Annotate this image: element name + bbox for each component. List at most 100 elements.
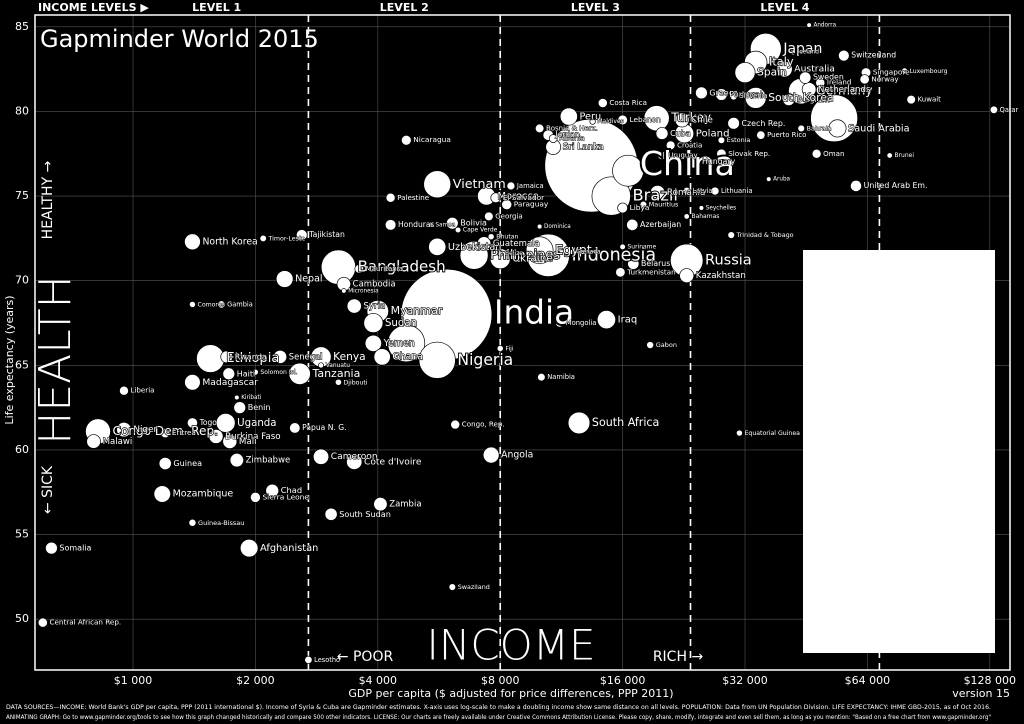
country-label: Bangladesh: [358, 258, 446, 276]
sources-line: ANIMATING GRAPH: Go to www.gapminder.org…: [6, 714, 991, 721]
country-label: Dominica: [544, 224, 571, 230]
bubble: [534, 123, 545, 134]
bubble: [828, 119, 847, 138]
bubble: [208, 428, 224, 444]
y-tick-label: 65: [15, 358, 29, 371]
bubble: [679, 268, 695, 284]
country-label: Aruba: [773, 177, 790, 183]
level-label: LEVEL 3: [571, 1, 620, 14]
bubble: [320, 249, 356, 285]
country-label: Timor-Leste: [268, 235, 306, 242]
country-label: China: [640, 144, 735, 183]
country-label: Uruguay: [668, 151, 697, 159]
bubble: [989, 105, 999, 114]
country-label: United Arab Em.: [864, 181, 928, 190]
country-label: Germany: [816, 84, 873, 98]
country-label: South Korea: [768, 91, 833, 104]
bubble: [428, 237, 447, 256]
bubble: [446, 216, 459, 230]
bubble: [537, 372, 546, 382]
bubble: [790, 49, 797, 56]
bubble: [119, 385, 129, 396]
bubble: [288, 362, 311, 385]
bubble: [482, 446, 500, 464]
bubble: [476, 236, 492, 251]
country-label: Kenya: [333, 351, 365, 363]
sources-line: DATA SOURCES—INCOME: World Bank's GDP pe…: [6, 704, 991, 711]
rich-note: RICH →: [653, 649, 704, 665]
income-levels: INCOME LEVELS ▶: [38, 1, 149, 14]
country-label: Myanmar: [391, 304, 443, 317]
bubble: [373, 496, 388, 512]
country-label: Jamaica: [516, 182, 544, 190]
bubble: [525, 236, 554, 265]
country-label: South Sudan: [339, 509, 391, 519]
country-label: Morocco: [497, 191, 538, 202]
country-label: Bosnia & Herz.: [546, 124, 598, 132]
bubble: [489, 248, 511, 270]
bubble: [801, 82, 817, 97]
country-label: Netherlands: [818, 85, 871, 95]
bubble: [364, 334, 382, 352]
bubble: [744, 87, 767, 109]
country-label: Tajikistan: [308, 230, 345, 239]
y-axis-title: Life expectancy (years): [3, 295, 16, 424]
country-label: Papua N. G.: [302, 423, 346, 432]
bubble: [289, 422, 301, 434]
country-label: Mauritius: [649, 201, 679, 209]
bubble: [615, 267, 626, 278]
country-label: Italy: [769, 55, 794, 68]
country-label: Suriname: [627, 243, 656, 250]
country-label: Gambia: [227, 300, 253, 308]
country-label: Latvia: [692, 187, 712, 195]
country-label: Seychelles: [706, 205, 736, 211]
bubble: [657, 150, 667, 161]
bubble: [45, 541, 58, 555]
country-label: Cambodia: [353, 280, 396, 290]
country-label: Nigeria: [457, 351, 513, 369]
country-label: Turkmenistan: [626, 267, 675, 276]
y-tick-label: 60: [15, 443, 29, 456]
country-label: Vietnam: [453, 176, 506, 191]
bubble: [735, 429, 743, 437]
bubble: [222, 367, 236, 381]
country-label: Grenada: [576, 249, 600, 255]
bubble: [116, 421, 132, 438]
bubble: [716, 148, 727, 159]
country-label: Djibouti: [344, 379, 368, 386]
country-label: Kuwait: [918, 96, 942, 104]
country-label: Slovak Rep.: [728, 149, 770, 158]
bubble: [184, 233, 201, 251]
country-label: India: [494, 294, 574, 332]
bubble: [695, 86, 708, 100]
bubble: [734, 62, 756, 84]
bubble: [683, 213, 690, 220]
country-label: Mongolia: [566, 319, 597, 327]
bubble: [265, 483, 280, 498]
plot-border: [34, 14, 1011, 671]
country-label: Turkey: [670, 111, 711, 125]
country-label: Zimbabwe: [246, 456, 291, 466]
country-label: Benin: [248, 403, 271, 412]
bubble: [838, 49, 850, 62]
country-label: Ghana: [392, 351, 423, 362]
y-tick-label: 85: [15, 20, 29, 33]
bubble: [215, 413, 236, 433]
country-label: Nepal: [295, 274, 322, 285]
bubble: [275, 270, 294, 288]
country-label: Belarus: [641, 259, 670, 268]
x-tick-label: $4 000: [359, 674, 398, 687]
bubble: [555, 318, 565, 328]
country-label: Norway: [871, 74, 899, 83]
country-label: Tanzania: [311, 367, 360, 380]
country-label: North Korea: [202, 236, 257, 247]
country-label: Romania: [667, 188, 705, 198]
country-label: Guatemala: [493, 239, 540, 249]
bubble: [497, 250, 504, 257]
country-label: Equatorial Guinea: [744, 430, 800, 437]
level-label: LEVEL 1: [192, 1, 241, 14]
x-tick-label: $64 000: [845, 674, 891, 687]
bubble: [727, 231, 736, 239]
country-label: Jordan: [555, 130, 580, 139]
country-label: Czech Rep.: [742, 119, 786, 128]
